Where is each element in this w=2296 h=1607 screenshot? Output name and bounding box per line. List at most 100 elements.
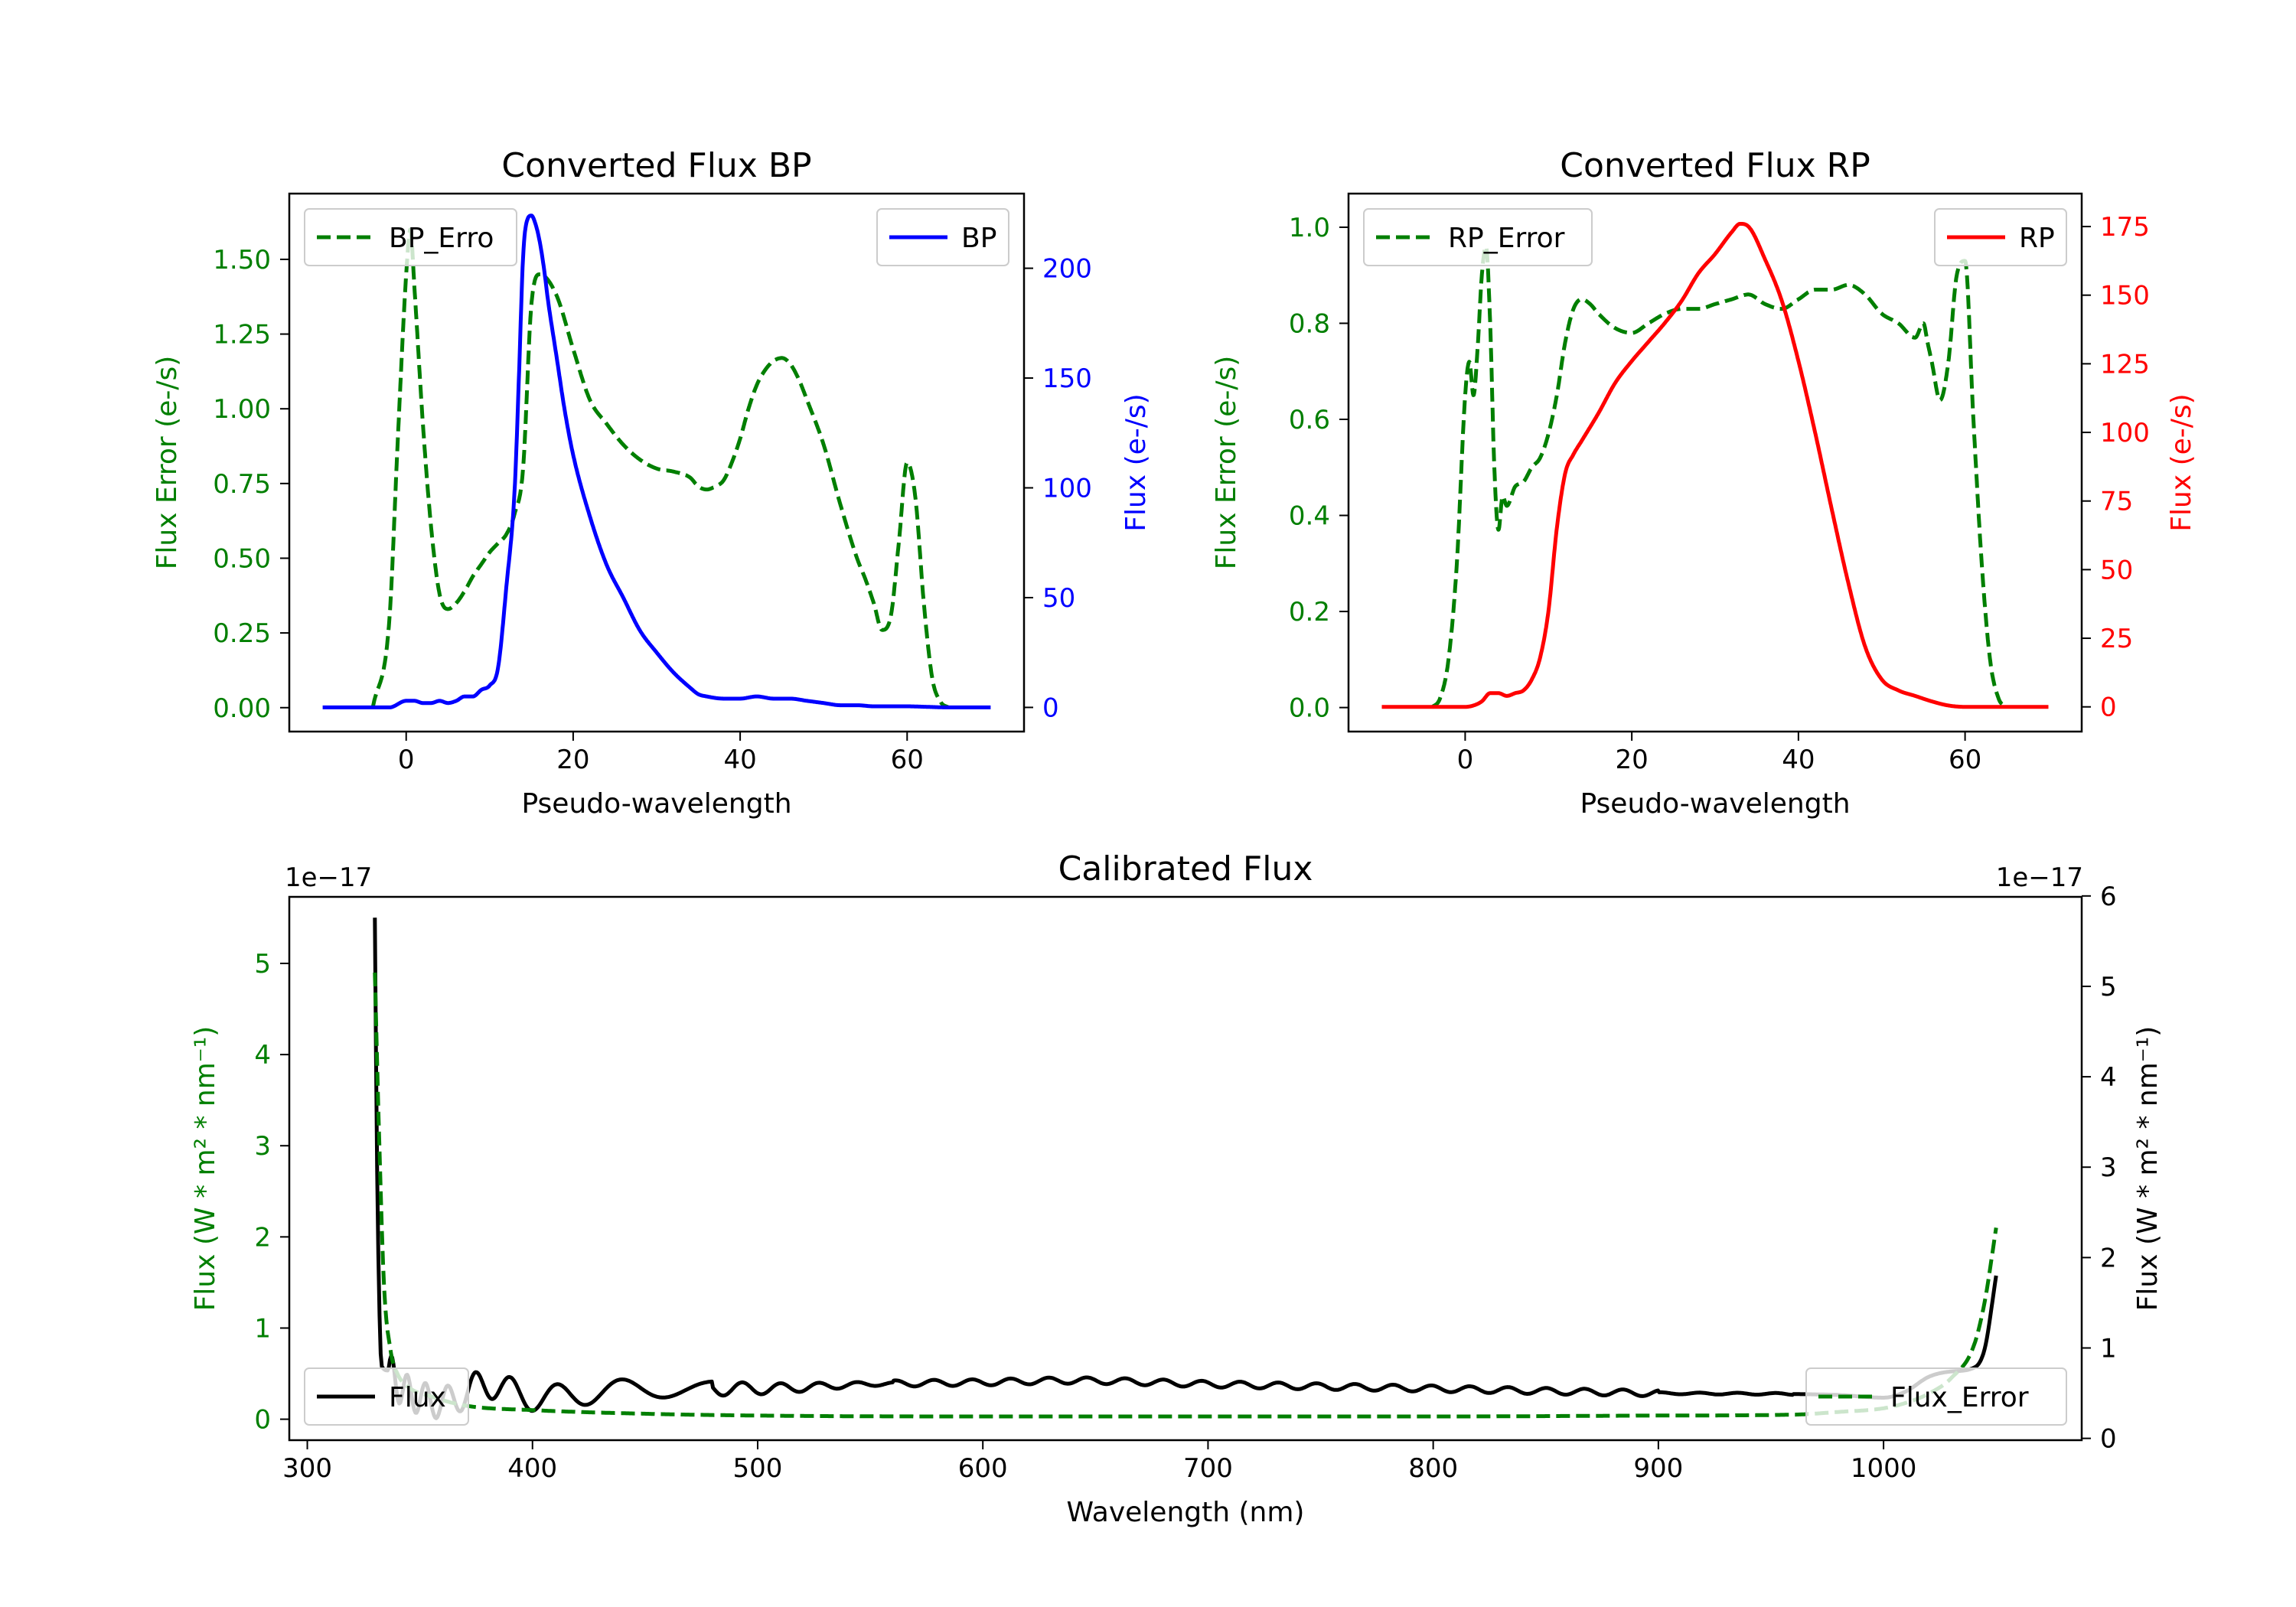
chart-panel-2: 0 20 40 60 0.0 0.2 0.4 0.6 0.8 1.0 0 25 50 75 100 125 15… <box>1211 146 2197 820</box>
series-line-bp <box>321 214 993 709</box>
left-tick-label: 0.4 <box>1289 501 1330 532</box>
right-tick-label: 4 <box>2100 1062 2117 1093</box>
right-tick-label: 3 <box>2100 1152 2117 1183</box>
x-tick-label: 900 <box>1633 1453 1683 1484</box>
right-tick-label: 6 <box>2100 882 2117 912</box>
x-tick-label: 800 <box>1408 1453 1458 1484</box>
plot-frame <box>288 895 2083 1442</box>
right-tick-label: 100 <box>1042 473 1092 504</box>
left-tick-label: 1.50 <box>213 245 271 275</box>
legend-rp-error: RP_Error <box>1363 208 1593 266</box>
left-tick-label: 0.00 <box>213 693 271 724</box>
left-tick-label: 1.0 <box>1289 213 1330 243</box>
left-tick-label: 5 <box>254 949 271 980</box>
right-tick-label: 0 <box>2100 1424 2117 1455</box>
right-tick-label: 0 <box>2100 693 2117 723</box>
right-tick-label: 100 <box>2100 418 2150 448</box>
x-tick-label: 40 <box>723 745 756 775</box>
left-tick-label: 0.8 <box>1289 308 1330 339</box>
left-tick-label: 1 <box>254 1313 271 1344</box>
left-tick-label: 1.25 <box>213 320 271 350</box>
right-tick-label: 1 <box>2100 1334 2117 1364</box>
left-axis-label: Flux Error (e-/s) <box>152 356 183 570</box>
x-tick-label: 60 <box>891 745 924 775</box>
chart-title: Calibrated Flux <box>1058 849 1313 888</box>
legend-label: RP_Error <box>1448 223 1565 254</box>
legend-label: BP <box>961 223 996 254</box>
left-tick-label: 0 <box>254 1405 271 1436</box>
x-tick-label: 40 <box>1782 745 1815 775</box>
x-tick-label: 300 <box>282 1453 332 1484</box>
right-tick-label: 50 <box>1042 583 1075 614</box>
left-axis-label: Flux Error (e-/s) <box>1211 356 1242 570</box>
right-tick-label: 125 <box>2100 349 2150 380</box>
right-tick-label: 200 <box>1042 254 1092 285</box>
legend-box <box>304 208 517 266</box>
x-axis-label: Pseudo-wavelength <box>521 788 791 820</box>
chart-panel-3: 300 400 500 600 700 800 900 1000 0 1 2 3 4 5 0 1 2 3 4 5 6 Ca… <box>190 849 2164 1528</box>
series-line-rp-error <box>1430 244 2008 709</box>
right-tick-label: 25 <box>2100 624 2133 654</box>
left-axis-label: Flux (W * m² * nm⁻¹) <box>190 1026 221 1312</box>
x-tick-label: 700 <box>1183 1453 1233 1484</box>
left-tick-label: 3 <box>254 1131 271 1162</box>
legend-box <box>1805 1367 2067 1426</box>
x-axis-label: Pseudo-wavelength <box>1580 788 1850 820</box>
series-line-rp <box>1380 222 2050 709</box>
legend-box <box>1363 208 1593 266</box>
right-axis-label: Flux (e-/s) <box>1120 393 1152 531</box>
x-tick-label: 500 <box>733 1453 783 1484</box>
left-tick-label: 0.75 <box>213 469 271 500</box>
right-tick-label: 175 <box>2100 212 2150 243</box>
chart-panel-1: 0 20 40 60 0.00 0.25 0.50 0.75 1.00 1.25 1.50 0 50 10… <box>152 146 1152 820</box>
series-lines <box>321 214 993 709</box>
right-tick-label: 50 <box>2100 555 2133 585</box>
left-tick-label: 0.6 <box>1289 405 1330 435</box>
series-lines <box>1380 222 2050 709</box>
left-tick-label: 0.50 <box>213 543 271 574</box>
left-tick-label: 0.25 <box>213 618 271 649</box>
legend-label: Flux <box>389 1382 446 1413</box>
chart-title: Converted Flux BP <box>501 146 811 185</box>
right-tick-label: 150 <box>2100 281 2150 311</box>
x-tick-label: 60 <box>1949 745 1981 775</box>
plot-frame <box>1347 192 2083 733</box>
x-tick-label: 1000 <box>1851 1453 1917 1484</box>
legend-label: BP_Erro <box>389 223 494 254</box>
legend-bp: BP <box>876 208 1009 266</box>
x-tick-label: 20 <box>1616 745 1649 775</box>
series-lines <box>373 918 1998 1420</box>
series-line-bp-error <box>370 227 951 709</box>
legend-bp-error: BP_Erro <box>304 208 517 266</box>
x-tick-label: 400 <box>507 1453 557 1484</box>
chart-title: Converted Flux RP <box>1560 146 1870 185</box>
right-tick-label: 2 <box>2100 1243 2117 1273</box>
series-line-flux-error <box>373 972 1998 1419</box>
left-tick-label: 0.0 <box>1289 693 1330 724</box>
x-tick-label: 0 <box>1457 745 1474 775</box>
right-tick-label: 5 <box>2100 972 2117 1002</box>
legend-box <box>304 1367 469 1426</box>
legend-label: RP <box>2019 223 2055 254</box>
plot-frame <box>288 192 1026 733</box>
left-tick-label: 1.00 <box>213 394 271 425</box>
legend-rp: RP <box>1934 208 2067 266</box>
legend-label: Flux_Error <box>1890 1382 2029 1413</box>
series-line-flux <box>373 918 1998 1420</box>
legend-flux-error: Flux_Error <box>1805 1367 2067 1426</box>
left-tick-label: 0.2 <box>1289 597 1330 627</box>
x-tick-label: 20 <box>556 745 589 775</box>
right-offset-text: 1e−17 <box>1996 862 2083 893</box>
left-tick-label: 4 <box>254 1040 271 1071</box>
left-offset-text: 1e−17 <box>285 862 372 893</box>
right-axis-label: Flux (e-/s) <box>2166 393 2197 531</box>
right-axis-label: Flux (W * m² * nm⁻¹) <box>2132 1026 2164 1312</box>
x-tick-label: 600 <box>958 1453 1008 1484</box>
legend-flux: Flux <box>304 1367 469 1426</box>
x-tick-label: 0 <box>398 745 415 775</box>
right-tick-label: 150 <box>1042 363 1092 394</box>
right-tick-label: 75 <box>2100 487 2133 517</box>
right-tick-label: 0 <box>1042 693 1059 723</box>
